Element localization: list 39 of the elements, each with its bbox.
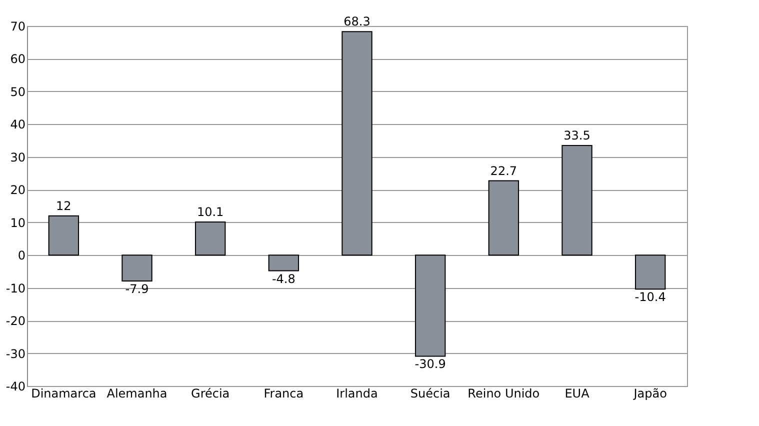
data-label: -10.4 (634, 290, 666, 304)
x-tick-label: Irlanda (336, 386, 378, 400)
y-tick-label: -20 (6, 314, 26, 328)
bar (488, 180, 520, 256)
y-tick-label: 40 (10, 118, 26, 132)
bar (562, 144, 592, 256)
x-tick-label: Dinamarca (31, 386, 96, 400)
y-tick-label: 30 (10, 150, 26, 164)
y-tick-label: 60 (10, 52, 26, 66)
x-tick-label: Grécia (191, 386, 230, 400)
bar (414, 254, 446, 357)
bar (48, 215, 80, 256)
x-tick-label: EUA (564, 386, 590, 400)
x-tick-label: Reino Unido (468, 386, 540, 400)
bar (268, 254, 300, 272)
y-tick-label: -30 (6, 346, 26, 361)
y-tick-label: -10 (6, 281, 26, 296)
y-tick-label: 0 (18, 248, 26, 263)
x-tick-label: Alemanha (106, 386, 168, 400)
data-label: 10.1 (196, 205, 224, 220)
data-label: -4.8 (272, 272, 296, 286)
y-tick-label: 50 (10, 84, 26, 99)
bar (342, 31, 372, 256)
y-tick-label: 70 (10, 20, 26, 34)
bar (634, 254, 666, 290)
y-tick-label: -40 (6, 380, 26, 394)
data-label: 33.5 (564, 128, 590, 142)
x-tick-label: Japão (632, 386, 667, 400)
data-label: 22.7 (490, 164, 518, 178)
data-label: 12 (56, 198, 72, 213)
bar (122, 254, 152, 282)
bar (194, 222, 226, 256)
y-tick-label: 10 (10, 216, 26, 230)
data-label: 68.3 (344, 14, 370, 29)
data-label: -30.9 (414, 357, 446, 372)
x-tick-label: Suécia (410, 386, 450, 400)
x-tick-label: Franca (264, 386, 304, 400)
y-tick-label: 20 (10, 183, 26, 198)
data-label: -7.9 (125, 282, 149, 296)
